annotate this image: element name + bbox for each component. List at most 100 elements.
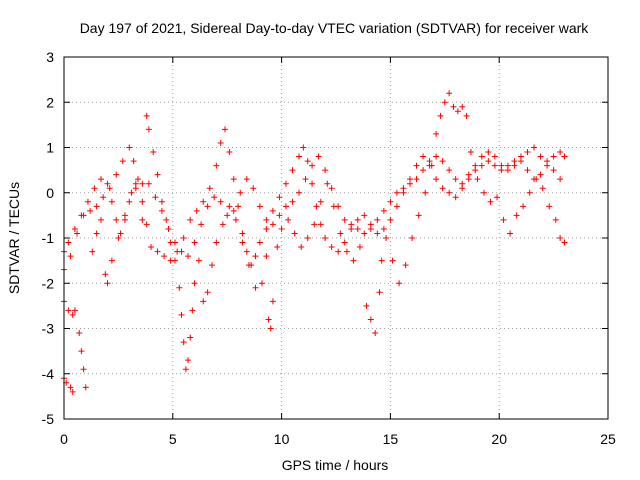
data-point: [213, 162, 220, 169]
data-point: [106, 185, 113, 192]
data-point: [298, 244, 305, 251]
data-point: [498, 162, 505, 169]
data-point: [439, 185, 446, 192]
data-point: [269, 298, 276, 305]
data-point: [354, 216, 361, 223]
data-point: [219, 221, 226, 228]
data-point: [82, 384, 89, 391]
data-point: [134, 176, 141, 183]
data-point: [450, 103, 457, 110]
data-point: [154, 248, 161, 255]
data-point: [322, 235, 329, 241]
data-point: [143, 112, 150, 119]
data-point: [102, 271, 109, 278]
data-point: [289, 198, 296, 205]
data-point: [243, 248, 250, 255]
data-point: [187, 334, 194, 341]
data-point: [282, 180, 289, 187]
data-point: [78, 348, 85, 355]
data-point: [426, 158, 433, 165]
data-point: [187, 216, 194, 223]
data-point: [74, 230, 81, 237]
data-point: [180, 235, 187, 241]
data-point: [171, 257, 178, 264]
data-point: [239, 230, 246, 237]
data-point: [178, 311, 185, 318]
x-tick-label: 0: [60, 431, 68, 447]
data-point: [226, 149, 233, 156]
data-point: [239, 239, 246, 246]
data-point: [87, 207, 94, 214]
data-point: [204, 289, 211, 296]
data-point: [67, 384, 74, 391]
data-point: [387, 216, 394, 223]
data-point: [185, 357, 192, 364]
data-point: [230, 176, 237, 183]
data-point: [115, 235, 122, 241]
data-point: [465, 171, 472, 178]
x-tick-label: 25: [600, 431, 616, 447]
data-point: [132, 180, 139, 187]
y-axis-label: SDTVAR / TECUs: [6, 182, 22, 294]
data-point: [158, 198, 165, 205]
data-point: [452, 194, 459, 201]
data-point: [76, 330, 83, 337]
data-point: [317, 221, 324, 228]
data-point: [480, 189, 487, 196]
data-point: [557, 235, 564, 241]
data-point: [467, 149, 474, 156]
data-point: [97, 176, 104, 183]
data-point: [296, 153, 303, 160]
data-point: [176, 284, 183, 291]
data-point: [526, 189, 533, 196]
data-point: [317, 198, 324, 205]
data-point: [93, 230, 100, 237]
data-point: [191, 280, 198, 287]
y-tick-label: -2: [42, 275, 55, 291]
data-point: [71, 307, 78, 314]
y-tick-label: 3: [46, 49, 54, 65]
data-point: [446, 189, 453, 196]
data-point: [533, 176, 540, 183]
y-tick-label: -4: [42, 366, 55, 382]
data-point: [302, 176, 309, 183]
data-point: [235, 203, 242, 210]
data-point: [511, 162, 518, 169]
data-point: [104, 280, 111, 287]
data-point: [89, 248, 96, 255]
data-point: [504, 167, 511, 174]
data-point: [376, 289, 383, 296]
data-point: [119, 158, 126, 165]
data-point: [67, 253, 74, 260]
data-point: [413, 176, 420, 183]
data-point: [84, 198, 91, 205]
data-point: [463, 112, 470, 119]
data-point: [189, 307, 196, 314]
data-point: [185, 253, 192, 260]
data-point: [139, 198, 146, 205]
data-point: [472, 162, 479, 169]
data-point: [267, 325, 274, 332]
data-point: [313, 203, 320, 210]
data-point: [393, 203, 400, 210]
data-point: [108, 198, 115, 205]
data-point: [161, 253, 168, 260]
data-point: [243, 176, 250, 183]
y-tick-label: 1: [46, 140, 54, 156]
series-track-c: [61, 90, 568, 395]
data-point: [232, 216, 239, 223]
data-point: [406, 180, 413, 187]
data-point: [311, 221, 318, 228]
data-point: [500, 216, 507, 223]
data-point: [145, 126, 152, 133]
data-point: [226, 203, 233, 210]
data-point: [474, 176, 481, 183]
data-point: [537, 153, 544, 160]
data-point: [121, 212, 128, 219]
data-point: [167, 239, 174, 246]
y-tick-label: 2: [46, 94, 54, 110]
data-point: [446, 90, 453, 97]
data-point: [269, 221, 276, 228]
data-point: [315, 153, 322, 160]
